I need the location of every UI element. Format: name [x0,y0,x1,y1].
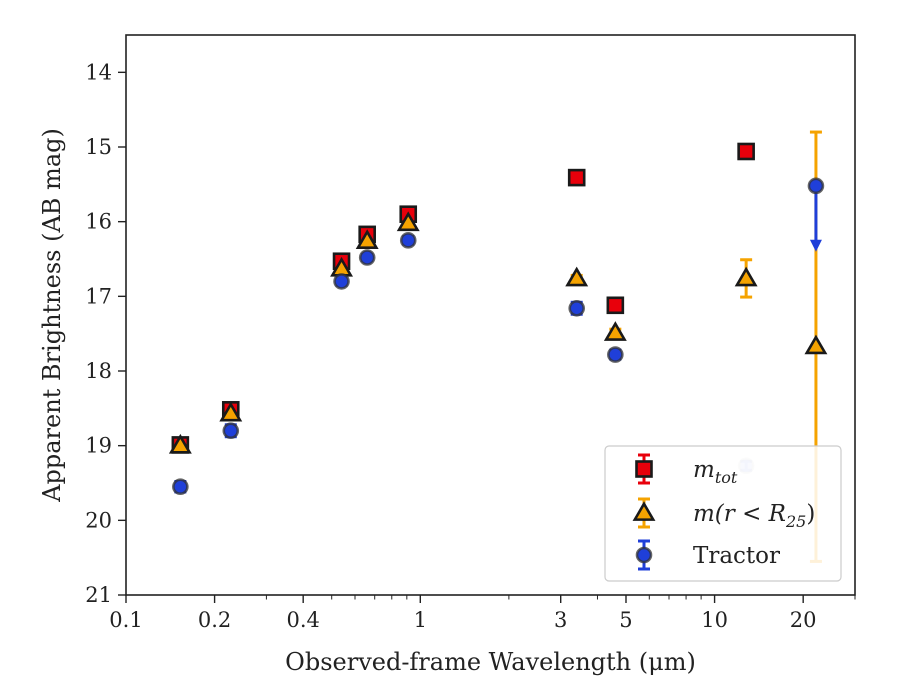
marker-s1-p4 [396,211,420,232]
y-tick-label-6: 20 [85,508,112,532]
legend-label-subscript: 25 [785,512,806,531]
plot-frame [125,34,856,596]
legend-item-2: Tractor [635,539,780,571]
x-tick-label-0: 0.1 [109,608,142,632]
y-tick-label-1: 15 [85,135,112,159]
x-tick-label-4: 3 [554,608,567,632]
marker-s2-p1 [222,422,240,440]
marker-s2-p6 [607,346,624,363]
legend: mtot m(r < R25) Tractor [604,445,842,582]
y-tick-label-5: 19 [85,434,112,458]
x-tick-label-5: 5 [619,608,632,632]
legend-marker-0 [635,460,653,478]
y-axis-ticks: 14 15 16 17 18 19 20 21 [85,60,126,607]
legend-label-base: m [693,457,715,483]
legend-box [604,445,842,582]
x-axis-label: Observed-frame Wavelength (μm) [285,648,696,676]
x-tick-label-3: 1 [414,608,427,632]
legend-label-subscript: tot [715,468,738,487]
x-axis-ticks: 0.1 0.2 0.4 1 3 5 10 20 [109,595,856,632]
y-tick-label-0: 14 [85,60,112,84]
x-tick-label-7: 20 [790,608,817,632]
y-axis-label: Apparent Brightness (AB mag) [38,128,66,503]
marker-s2-p2 [333,273,350,290]
y-tick-label-7: 21 [85,583,112,607]
y-tick-label-2: 16 [85,210,112,234]
marker-s0-p6 [606,296,625,315]
legend-item-0: mtot [635,453,738,487]
marker-s1-p7 [734,266,758,287]
y-tick-label-4: 18 [85,359,112,383]
legend-label-text: Tractor [693,543,780,569]
marker-s1-p5 [565,266,589,287]
legend-marker-1 [632,501,656,521]
marker-s1-p0 [168,433,192,454]
legend-label-base: m(r < R [693,501,786,527]
marker-s1-p8 [804,334,828,355]
marker-s2-p5 [568,299,586,317]
marker-s2-p8 [807,177,825,195]
legend-marker-2 [635,546,653,564]
arrow-head [809,239,822,252]
data-markers [168,142,828,496]
marker-s2-p0 [172,478,189,496]
legend-label-2: Tractor [693,543,780,569]
marker-s2-p4 [399,232,417,249]
legend-label-text: ) [806,501,815,527]
marker-s1-p6 [603,321,627,341]
legend-label-1: m(r < R25) [693,501,815,531]
marker-s0-p5 [567,168,586,187]
marker-s0-p7 [737,142,755,161]
x-tick-label-6: 10 [701,608,728,632]
x-tick-label-2: 0.4 [286,608,319,632]
x-tick-label-1: 0.2 [198,608,231,632]
legend-item-1: m(r < R25) [632,497,815,531]
legend-label-0: mtot [693,457,738,487]
marker-s2-p3 [358,249,376,266]
marker-s1-p1 [219,401,243,422]
y-tick-label-3: 17 [85,284,112,308]
marker-s1-p3 [355,229,379,250]
